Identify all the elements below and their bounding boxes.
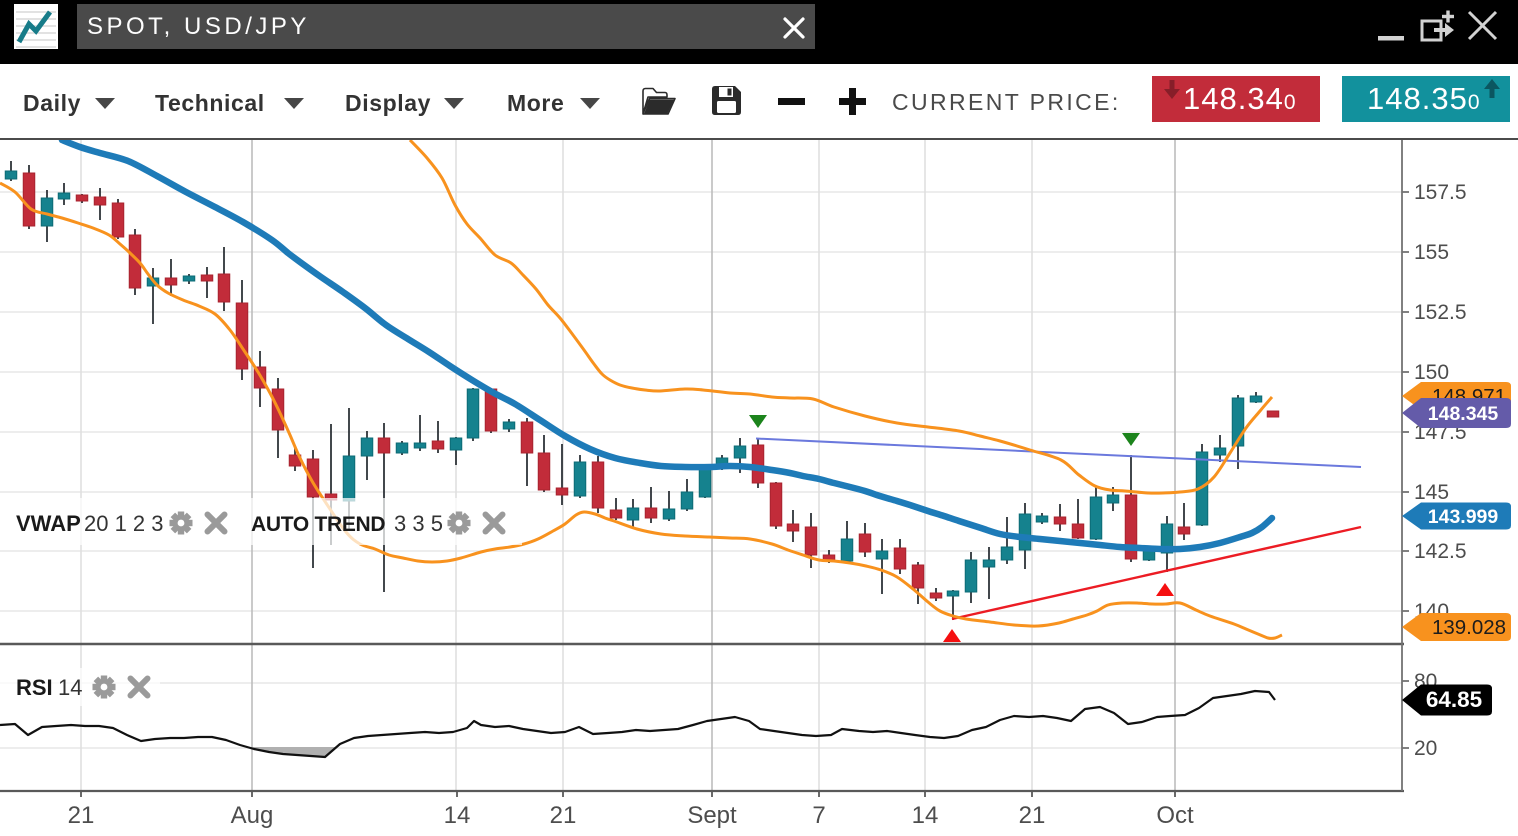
svg-text:155: 155 bbox=[1414, 241, 1449, 264]
svg-text:RSI: RSI bbox=[16, 675, 53, 700]
svg-text:145: 145 bbox=[1414, 481, 1449, 504]
svg-text:20 1 2 3: 20 1 2 3 bbox=[84, 511, 164, 536]
svg-text:VWAP: VWAP bbox=[16, 511, 81, 536]
svg-text:21: 21 bbox=[1019, 802, 1046, 829]
svg-text:21: 21 bbox=[68, 802, 95, 829]
svg-text:14: 14 bbox=[444, 802, 471, 829]
svg-text:Oct: Oct bbox=[1156, 802, 1194, 829]
svg-text:14: 14 bbox=[58, 675, 82, 700]
svg-text:20: 20 bbox=[1414, 737, 1437, 760]
svg-text:Sept: Sept bbox=[687, 802, 737, 829]
svg-text:21: 21 bbox=[550, 802, 577, 829]
svg-text:Aug: Aug bbox=[231, 802, 274, 829]
svg-text:7: 7 bbox=[812, 802, 825, 829]
svg-text:148.345: 148.345 bbox=[1428, 403, 1499, 425]
svg-text:157.5: 157.5 bbox=[1414, 181, 1467, 204]
svg-text:139.028: 139.028 bbox=[1432, 616, 1506, 639]
svg-text:3 3 5: 3 3 5 bbox=[394, 511, 443, 536]
svg-text:150: 150 bbox=[1414, 361, 1449, 384]
svg-text:AUTO TREND: AUTO TREND bbox=[251, 513, 385, 536]
svg-text:14: 14 bbox=[912, 802, 939, 829]
svg-text:142.5: 142.5 bbox=[1414, 540, 1467, 563]
svg-text:152.5: 152.5 bbox=[1414, 301, 1467, 324]
svg-text:143.999: 143.999 bbox=[1428, 506, 1499, 528]
svg-text:64.85: 64.85 bbox=[1426, 687, 1482, 712]
